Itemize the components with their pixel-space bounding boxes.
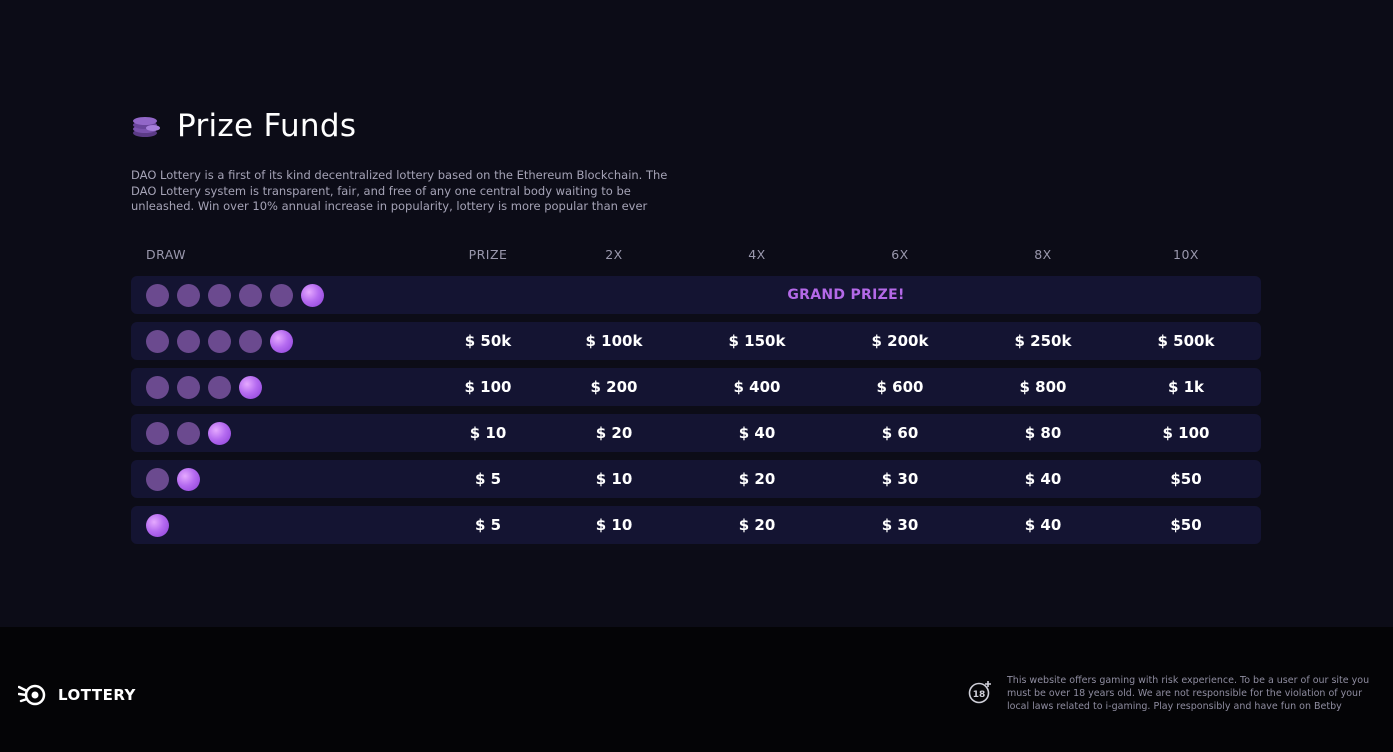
column-header-10x: 10X — [1173, 247, 1199, 262]
ball-icon — [177, 376, 200, 399]
draw-balls — [146, 330, 301, 353]
ball-icon — [208, 330, 231, 353]
table-row: $ 5 $ 10 $ 20 $ 30 $ 40 $50 — [131, 460, 1261, 498]
prize-cell: $ 250k — [1014, 332, 1072, 350]
prize-cell: $ 30 — [881, 470, 919, 488]
svg-text:18: 18 — [973, 690, 986, 700]
table-row: $ 10 $ 20 $ 40 $ 60 $ 80 $ 100 — [131, 414, 1261, 452]
age-disclaimer: This website offers gaming with risk exp… — [1007, 675, 1370, 712]
prize-cell: $ 20 — [595, 424, 633, 442]
ball-icon — [270, 330, 293, 353]
prize-cell: $ 40 — [1024, 470, 1062, 488]
ball-icon — [208, 284, 231, 307]
ball-icon — [146, 468, 169, 491]
prize-cell: $ 200k — [871, 332, 929, 350]
prize-cell: $ 1k — [1167, 378, 1205, 396]
column-header-4x: 4X — [748, 247, 766, 262]
column-header-prize: PRIZE — [468, 247, 508, 262]
draw-balls — [146, 468, 208, 491]
draw-balls — [146, 284, 332, 307]
grand-prize-label: GRAND PRIZE! — [787, 287, 905, 303]
footer: LOTTERY 18 This website offers gaming wi… — [0, 627, 1393, 752]
table-row: $ 50k $ 100k $ 150k $ 200k $ 250k $ 500k — [131, 322, 1261, 360]
ball-icon — [239, 376, 262, 399]
prize-cell: $ 20 — [738, 470, 776, 488]
prize-cell: $ 40 — [738, 424, 776, 442]
column-header-8x: 8X — [1034, 247, 1052, 262]
prize-cell: $ 600 — [876, 378, 924, 396]
ball-icon — [239, 284, 262, 307]
prize-cell: $ 100 — [464, 378, 512, 396]
brand-name: LOTTERY — [58, 686, 136, 704]
prize-cell: $ 40 — [1024, 516, 1062, 534]
ball-icon — [146, 422, 169, 445]
prize-cell: $ 80 — [1024, 424, 1062, 442]
ball-icon — [177, 422, 200, 445]
ball-icon — [146, 330, 169, 353]
prize-cell: $ 500k — [1157, 332, 1215, 350]
ball-icon — [177, 284, 200, 307]
prize-cell: $ 10 — [595, 470, 633, 488]
table-header: DRAW PRIZE 2X 4X 6X 8X 10X — [131, 240, 1261, 268]
prize-cell: $ 10 — [595, 516, 633, 534]
brand-link[interactable]: LOTTERY — [18, 683, 136, 707]
coins-stack-icon — [133, 117, 160, 137]
ball-icon — [146, 376, 169, 399]
column-header-2x: 2X — [605, 247, 623, 262]
ball-icon — [177, 468, 200, 491]
main-section: Prize Funds DAO Lottery is a first of it… — [131, 108, 1261, 544]
prize-table: DRAW PRIZE 2X 4X 6X 8X 10X GRAND PRIZE! — [131, 240, 1261, 544]
title-row: Prize Funds — [131, 108, 356, 144]
column-header-6x: 6X — [891, 247, 909, 262]
prize-cell: $ 800 — [1019, 378, 1067, 396]
prize-cell: $50 — [1170, 516, 1202, 534]
prize-cell: $ 60 — [881, 424, 919, 442]
ball-icon — [177, 330, 200, 353]
18-plus-icon: 18 — [968, 681, 991, 704]
draw-balls — [146, 514, 177, 537]
prize-cell: $ 5 — [474, 516, 502, 534]
prize-cell: $50 — [1170, 470, 1202, 488]
ball-icon — [239, 330, 262, 353]
table-row: $ 5 $ 10 $ 20 $ 30 $ 40 $50 — [131, 506, 1261, 544]
prize-cell: $ 10 — [469, 424, 507, 442]
prize-cell: $ 150k — [728, 332, 786, 350]
draw-balls — [146, 422, 239, 445]
prize-cell: $ 50k — [464, 332, 512, 350]
column-header-draw: DRAW — [146, 247, 187, 262]
prize-cell: $ 20 — [738, 516, 776, 534]
page-description: DAO Lottery is a first of its kind decen… — [131, 168, 668, 213]
ball-icon — [270, 284, 293, 307]
prize-cell: $ 100k — [585, 332, 643, 350]
ball-icon — [146, 514, 169, 537]
ball-icon — [301, 284, 324, 307]
prize-cell: $ 200 — [590, 378, 638, 396]
page-title: Prize Funds — [177, 108, 357, 144]
draw-balls — [146, 376, 270, 399]
ball-icon — [146, 284, 169, 307]
prize-cell: $ 400 — [733, 378, 781, 396]
prize-cell: $ 100 — [1162, 424, 1210, 442]
ball-icon — [208, 422, 231, 445]
ball-icon — [208, 376, 231, 399]
lottery-logo-icon — [18, 684, 46, 706]
prize-cell: $ 30 — [881, 516, 919, 534]
table-row: $ 100 $ 200 $ 400 $ 600 $ 800 $ 1k — [131, 368, 1261, 406]
prize-cell: $ 5 — [474, 470, 502, 488]
table-row: GRAND PRIZE! — [131, 276, 1261, 314]
